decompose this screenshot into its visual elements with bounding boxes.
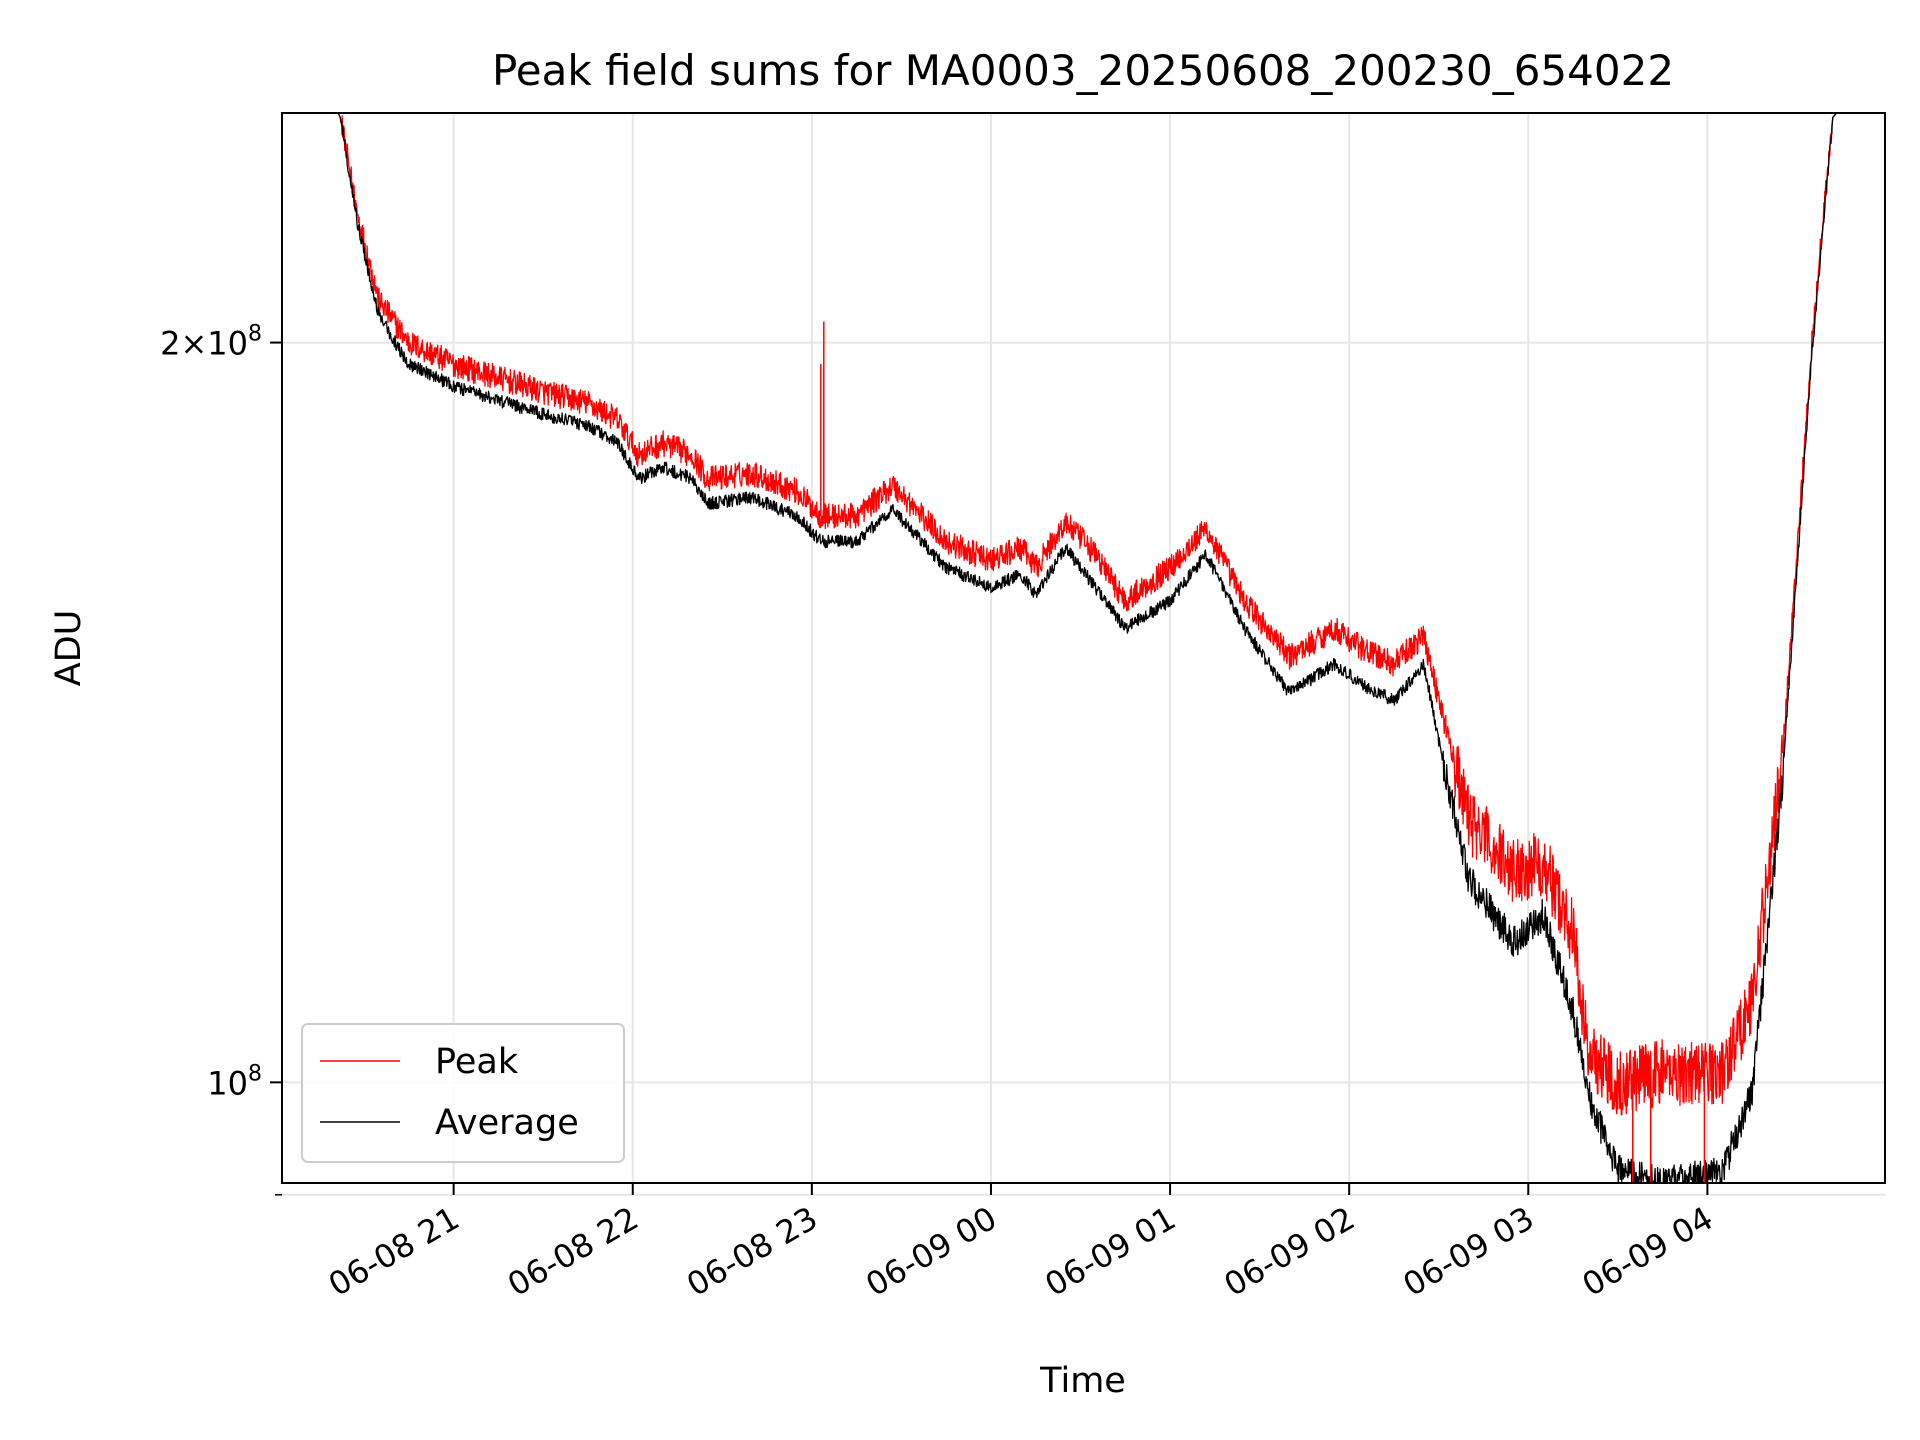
plot-frame bbox=[281, 112, 1886, 1184]
y-tick-label: 108 bbox=[207, 1061, 262, 1102]
chart-title: Peak field sums for MA0003_20250608_2002… bbox=[492, 46, 1674, 95]
y-axis: 108 2×108 bbox=[160, 322, 282, 1196]
series-line-peak bbox=[337, 113, 1838, 1116]
legend: Peak Average bbox=[301, 1023, 625, 1163]
legend-label-peak: Peak bbox=[435, 1042, 519, 1082]
y-tick-label: 2×108 bbox=[160, 322, 262, 363]
legend-box bbox=[301, 1023, 625, 1163]
series-line-average bbox=[337, 113, 1838, 1183]
plot-lines bbox=[337, 113, 1838, 1183]
legend-label-average: Average bbox=[435, 1103, 579, 1143]
x-axis-label: Time bbox=[1039, 1361, 1126, 1401]
y-axis-label: ADU bbox=[49, 610, 89, 687]
